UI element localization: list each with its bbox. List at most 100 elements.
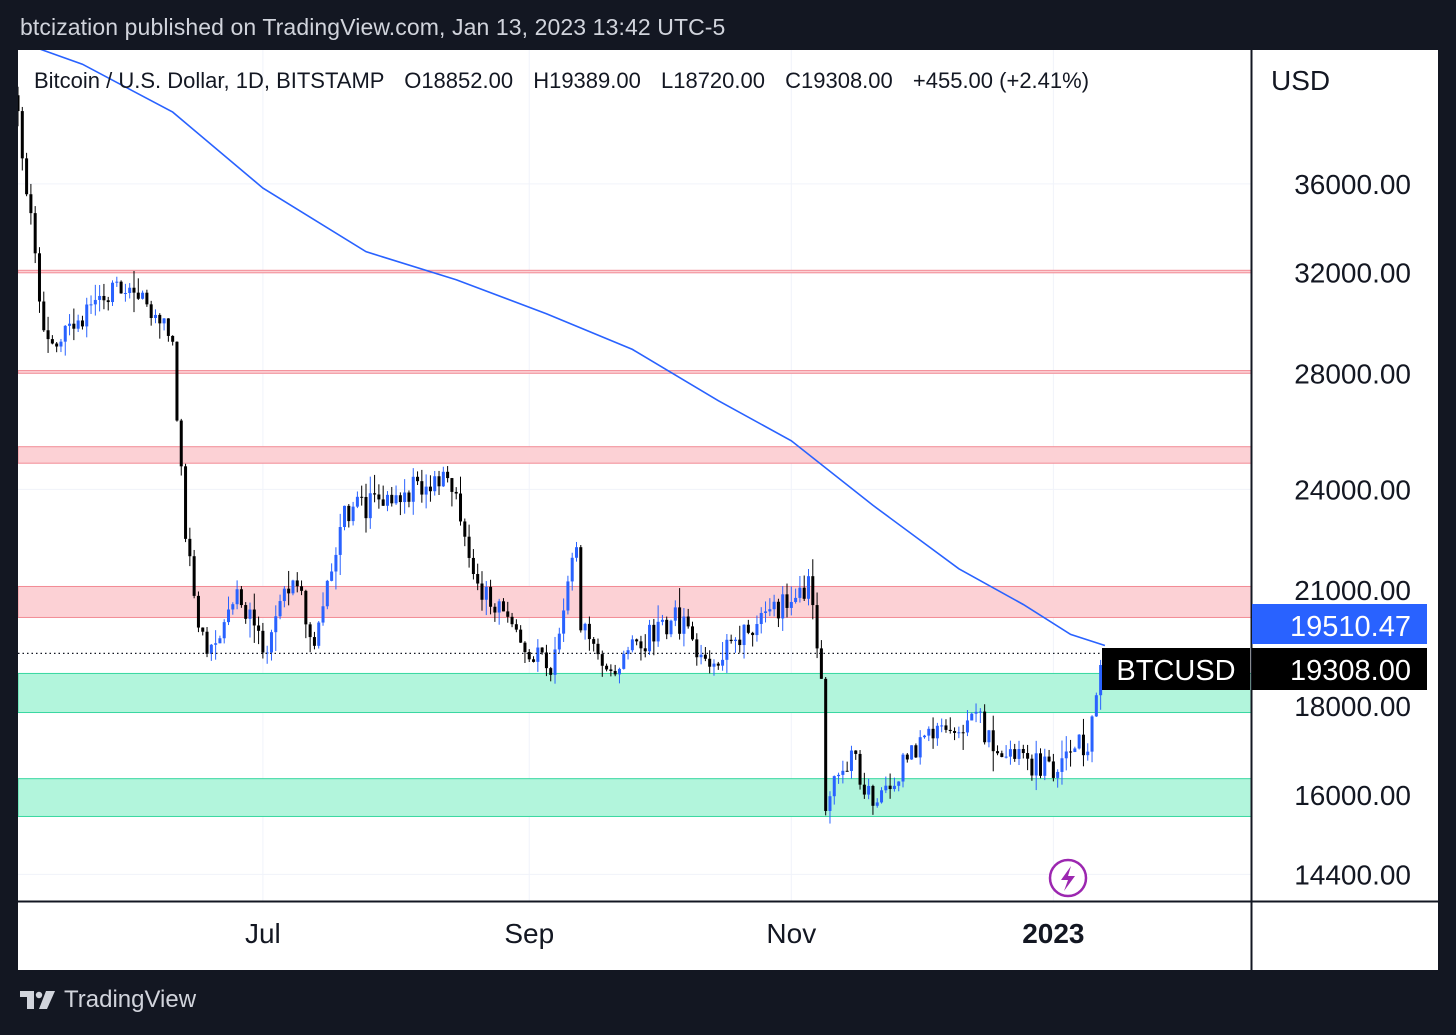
candle[interactable] [922,734,926,739]
candle[interactable] [669,619,673,638]
candle[interactable] [278,594,282,620]
candle[interactable] [802,575,806,601]
candle[interactable] [192,549,196,599]
candle[interactable] [368,476,372,529]
candle[interactable] [660,614,664,626]
candle[interactable] [811,559,815,620]
candle[interactable] [914,743,918,758]
candle[interactable] [351,501,355,526]
candle[interactable] [373,474,377,503]
candle[interactable] [514,619,518,633]
candle[interactable] [772,594,776,617]
candle[interactable] [102,283,106,310]
candle[interactable] [828,791,832,824]
candle[interactable] [991,715,995,772]
candle[interactable] [927,726,931,742]
candle[interactable] [33,206,37,264]
candle[interactable] [55,341,59,353]
candle[interactable] [875,798,879,808]
candle[interactable] [205,627,209,658]
candle[interactable] [454,487,458,500]
candle[interactable] [433,470,437,496]
candle[interactable] [59,338,63,353]
candle[interactable] [940,718,944,733]
candle[interactable] [570,552,574,591]
candle[interactable] [587,616,591,651]
candle[interactable] [1004,745,1008,759]
candle[interactable] [287,570,291,606]
candle[interactable] [1017,740,1021,766]
candle[interactable] [37,247,41,313]
candle[interactable] [441,466,445,487]
candle[interactable] [403,479,407,514]
candle[interactable] [25,152,29,197]
candle[interactable] [935,722,939,746]
candle[interactable] [862,772,866,799]
candle[interactable] [411,468,415,515]
candle[interactable] [132,270,136,313]
time-axis[interactable]: Jul Sep Nov 2023 [245,918,1085,949]
candle[interactable] [721,642,725,671]
candle[interactable] [957,726,961,739]
candle[interactable] [269,629,273,661]
candle[interactable] [764,601,768,623]
candle[interactable] [136,278,140,300]
candle[interactable] [527,649,531,662]
candle[interactable] [377,484,381,509]
candle[interactable] [910,745,914,760]
candle[interactable] [420,469,424,503]
candle[interactable] [1043,748,1047,781]
candle[interactable] [98,285,102,312]
candle[interactable] [849,745,853,779]
chart-frame[interactable]: Bitcoin / U.S. Dollar, 1D, BITSTAMP O188… [18,50,1438,970]
candle[interactable] [532,656,536,663]
candle[interactable] [643,634,647,658]
candle[interactable] [871,784,875,815]
candle[interactable] [768,598,772,617]
candle[interactable] [880,787,884,804]
candle[interactable] [656,605,660,647]
candle[interactable] [798,575,802,603]
candle[interactable] [785,583,789,618]
candle[interactable] [184,463,188,543]
candle[interactable] [214,630,218,660]
candle[interactable] [549,666,553,682]
candle[interactable] [385,491,389,512]
candle[interactable] [794,588,798,604]
candle[interactable] [20,106,24,171]
candle[interactable] [166,318,170,342]
candle[interactable] [282,586,286,608]
candle[interactable] [106,296,110,311]
candle[interactable] [854,750,858,760]
candle[interactable] [68,314,72,336]
candle[interactable] [76,314,80,332]
candle[interactable] [626,646,630,660]
candle[interactable] [944,719,948,733]
candle[interactable] [46,316,50,353]
candle[interactable] [781,586,785,631]
candle[interactable] [394,485,398,505]
candle[interactable] [1008,740,1012,765]
candle[interactable] [579,545,583,633]
candle[interactable] [1021,744,1025,759]
candle[interactable] [196,591,200,633]
candle[interactable] [600,650,604,677]
candle[interactable] [248,602,252,638]
candle[interactable] [149,300,153,326]
candle[interactable] [364,483,368,533]
candle[interactable] [974,703,978,723]
candle[interactable] [888,773,892,799]
candle[interactable] [806,568,810,606]
candle[interactable] [85,297,89,338]
candle[interactable] [1064,736,1068,771]
candle[interactable] [1077,734,1081,750]
candle[interactable] [605,663,609,672]
candle[interactable] [171,335,175,346]
candle[interactable] [424,474,428,509]
candle[interactable] [574,541,579,562]
candle[interactable] [755,615,759,642]
candle[interactable] [295,572,299,593]
candle[interactable] [562,598,566,642]
candle[interactable] [1073,746,1077,753]
candle[interactable] [566,575,570,615]
